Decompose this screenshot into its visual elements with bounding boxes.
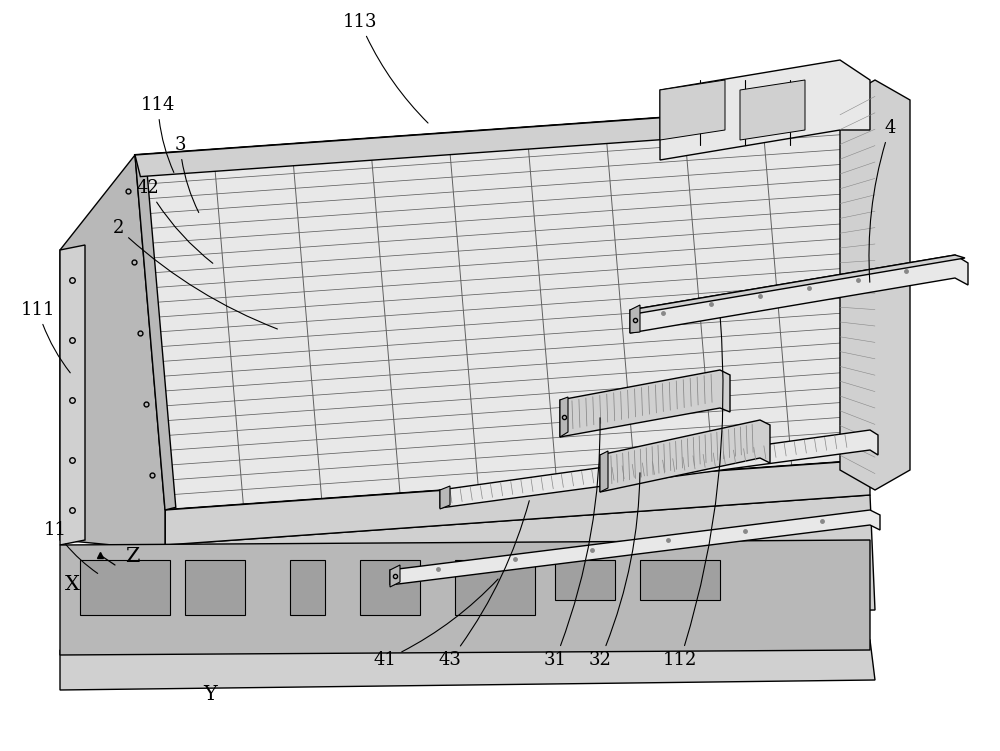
Text: 42: 42: [137, 179, 213, 264]
Polygon shape: [600, 420, 770, 492]
Polygon shape: [740, 80, 805, 140]
Polygon shape: [135, 155, 165, 545]
Text: 11: 11: [44, 521, 98, 574]
Text: 32: 32: [589, 473, 640, 669]
Polygon shape: [630, 255, 965, 313]
Text: Z: Z: [125, 547, 139, 566]
Text: 3: 3: [174, 136, 199, 213]
Polygon shape: [660, 60, 870, 160]
Polygon shape: [80, 560, 170, 615]
Polygon shape: [135, 105, 845, 176]
Text: X: X: [65, 575, 79, 595]
Polygon shape: [185, 560, 245, 615]
Text: 4: 4: [869, 119, 896, 282]
Polygon shape: [630, 305, 640, 333]
Polygon shape: [560, 397, 568, 437]
Polygon shape: [135, 105, 870, 510]
Text: 43: 43: [439, 501, 529, 669]
Text: 113: 113: [343, 13, 428, 123]
Polygon shape: [360, 560, 420, 615]
Text: 112: 112: [663, 318, 723, 669]
Polygon shape: [390, 510, 880, 585]
Text: 2: 2: [112, 219, 277, 329]
Polygon shape: [165, 460, 870, 545]
Text: 111: 111: [21, 301, 70, 372]
Polygon shape: [660, 80, 725, 140]
Text: 114: 114: [141, 96, 175, 173]
Text: Y: Y: [203, 686, 217, 704]
Polygon shape: [455, 560, 535, 615]
Polygon shape: [840, 105, 885, 475]
Polygon shape: [60, 640, 875, 690]
Text: 41: 41: [374, 579, 498, 669]
Polygon shape: [600, 451, 608, 492]
Polygon shape: [60, 155, 165, 550]
Polygon shape: [390, 565, 400, 587]
Polygon shape: [60, 540, 870, 655]
Polygon shape: [165, 495, 875, 620]
Polygon shape: [290, 560, 325, 615]
Polygon shape: [630, 255, 968, 333]
Polygon shape: [560, 370, 730, 437]
Polygon shape: [840, 80, 910, 490]
Polygon shape: [555, 560, 615, 600]
Polygon shape: [440, 430, 878, 508]
Polygon shape: [135, 155, 176, 510]
Polygon shape: [640, 560, 720, 600]
Text: 31: 31: [544, 418, 600, 669]
Polygon shape: [440, 486, 450, 509]
Polygon shape: [60, 245, 85, 545]
